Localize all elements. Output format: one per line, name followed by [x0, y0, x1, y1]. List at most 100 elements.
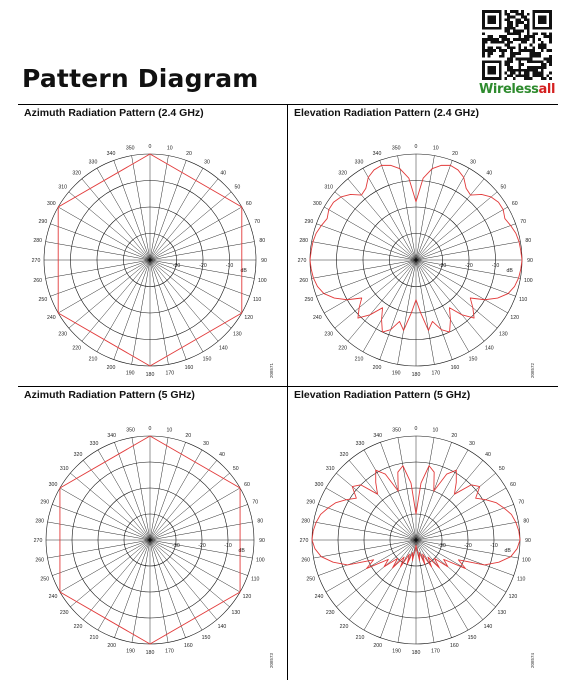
qr-module [518, 29, 522, 33]
unit-label: dB [238, 548, 245, 554]
qr-module [518, 43, 522, 47]
angle-label: 340 [373, 151, 382, 157]
angle-label: 270 [32, 258, 41, 264]
angle-label: 160 [450, 643, 459, 649]
angle-label: 300 [47, 201, 56, 207]
qr-module [510, 32, 513, 36]
qr-module [512, 15, 516, 19]
chart-title: Elevation Radiation Pattern (5 GHz) [294, 389, 471, 401]
angle-label: 240 [47, 315, 56, 321]
grid-ring [71, 461, 229, 619]
angle-label: 250 [40, 576, 49, 582]
qr-module [532, 49, 536, 52]
angle-label: 80 [259, 238, 265, 244]
angle-label: 30 [470, 159, 476, 165]
qr-module [507, 29, 510, 33]
qr-module [546, 35, 550, 38]
brand-logo[interactable]: Wirelessall [476, 10, 558, 102]
angle-label: 30 [469, 441, 475, 447]
angle-label: 50 [233, 466, 239, 472]
angle-label: 170 [431, 370, 440, 376]
angle-label: 220 [340, 624, 349, 630]
qr-module [515, 68, 519, 72]
qr-module [501, 49, 505, 52]
qr-module [490, 49, 494, 52]
panel-azimuth-2-4: Azimuth Radiation Pattern (2.4 GHz) 0 10 2… [18, 104, 288, 392]
qr-module [512, 38, 516, 41]
qr-module [524, 26, 527, 30]
brand-wordmark-part1: Wireless [478, 82, 539, 97]
qr-module [496, 40, 499, 44]
qr-module [501, 54, 505, 58]
qr-module [512, 10, 516, 13]
qr-module [526, 26, 530, 30]
qr-module [532, 74, 536, 78]
qr-module [540, 66, 544, 69]
qr-module [540, 49, 544, 52]
qr-module [507, 74, 510, 78]
angle-label: 190 [126, 370, 135, 376]
pattern-trace [311, 465, 521, 570]
qr-module [549, 77, 552, 80]
angle-label: 180 [412, 372, 421, 378]
qr-module [543, 77, 547, 80]
radial-tick-label: -30 [173, 263, 181, 269]
angle-label: 150 [468, 635, 477, 641]
angle-label: 180 [146, 372, 155, 378]
angle-label: 70 [254, 219, 260, 225]
angle-label: 200 [373, 643, 382, 649]
qr-module [507, 57, 510, 61]
qr-module [504, 12, 508, 16]
grid-ring [97, 487, 203, 593]
angle-label: 10 [167, 428, 173, 434]
qr-module [518, 63, 522, 66]
qr-module [532, 60, 536, 64]
radial-tick-label: -20 [199, 263, 207, 269]
qr-module [504, 29, 508, 33]
qr-module [493, 49, 496, 52]
qr-module [501, 35, 505, 38]
qr-module [515, 32, 519, 36]
panel-azimuth-5: Azimuth Radiation Pattern (5 GHz) 0 10 20 3… [18, 386, 288, 674]
angle-label: 330 [90, 441, 99, 447]
angle-label: 260 [299, 278, 308, 284]
angle-label: 10 [433, 146, 439, 152]
angle-label: 20 [452, 151, 458, 157]
qr-module [546, 74, 550, 78]
angle-label: 40 [485, 452, 491, 458]
qr-module [526, 66, 530, 69]
qr-module [512, 52, 516, 55]
qr-module [526, 18, 530, 22]
qr-module [504, 35, 508, 38]
qr-module [532, 54, 536, 58]
qr-module [521, 57, 524, 61]
qr-module [490, 52, 494, 55]
angle-label: 90 [527, 258, 533, 264]
qr-module [504, 10, 508, 13]
qr-module [512, 68, 516, 72]
qr-module [510, 66, 513, 69]
angle-label: 0 [415, 426, 418, 432]
qr-module [521, 40, 524, 44]
qr-module [521, 12, 524, 16]
qr-module [535, 60, 538, 64]
angle-label: 120 [244, 315, 253, 321]
radial-tick-label: -30 [438, 543, 446, 549]
angle-label: 100 [522, 557, 531, 563]
angle-label: 270 [298, 258, 307, 264]
angle-label: 230 [324, 331, 333, 337]
qr-module [490, 40, 494, 44]
qr-module [521, 38, 524, 41]
angle-label: 280 [33, 238, 42, 244]
angle-label: 130 [231, 610, 240, 616]
qr-module [518, 12, 522, 16]
qr-module [526, 12, 530, 16]
qr-module [510, 57, 513, 61]
angle-label: 110 [517, 576, 525, 582]
angle-label: 170 [165, 370, 174, 376]
qr-module [498, 46, 502, 50]
angle-label: 60 [510, 482, 516, 488]
qr-module [487, 38, 491, 41]
angle-label: 180 [146, 650, 155, 656]
qr-module [521, 74, 524, 78]
